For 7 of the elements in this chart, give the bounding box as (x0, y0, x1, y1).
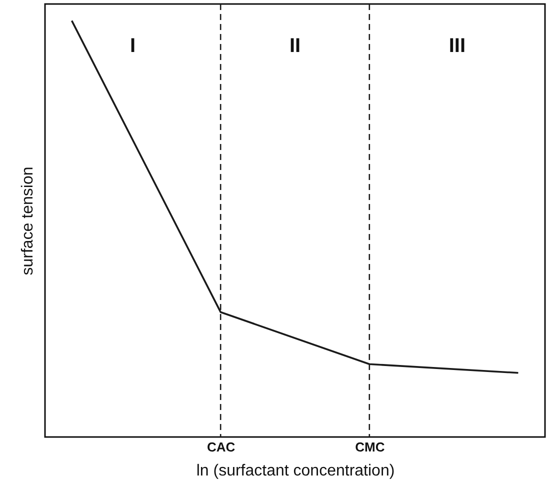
annotation: III (448, 35, 466, 57)
x-axis-title: ln (surfactant concentration) (196, 462, 395, 480)
x-tick-label: CAC (207, 440, 236, 454)
annotation: I (130, 35, 136, 57)
x-tick-label: CMC (355, 440, 386, 454)
annotation: II (289, 35, 301, 57)
y-axis-title: surface tension (20, 166, 36, 276)
